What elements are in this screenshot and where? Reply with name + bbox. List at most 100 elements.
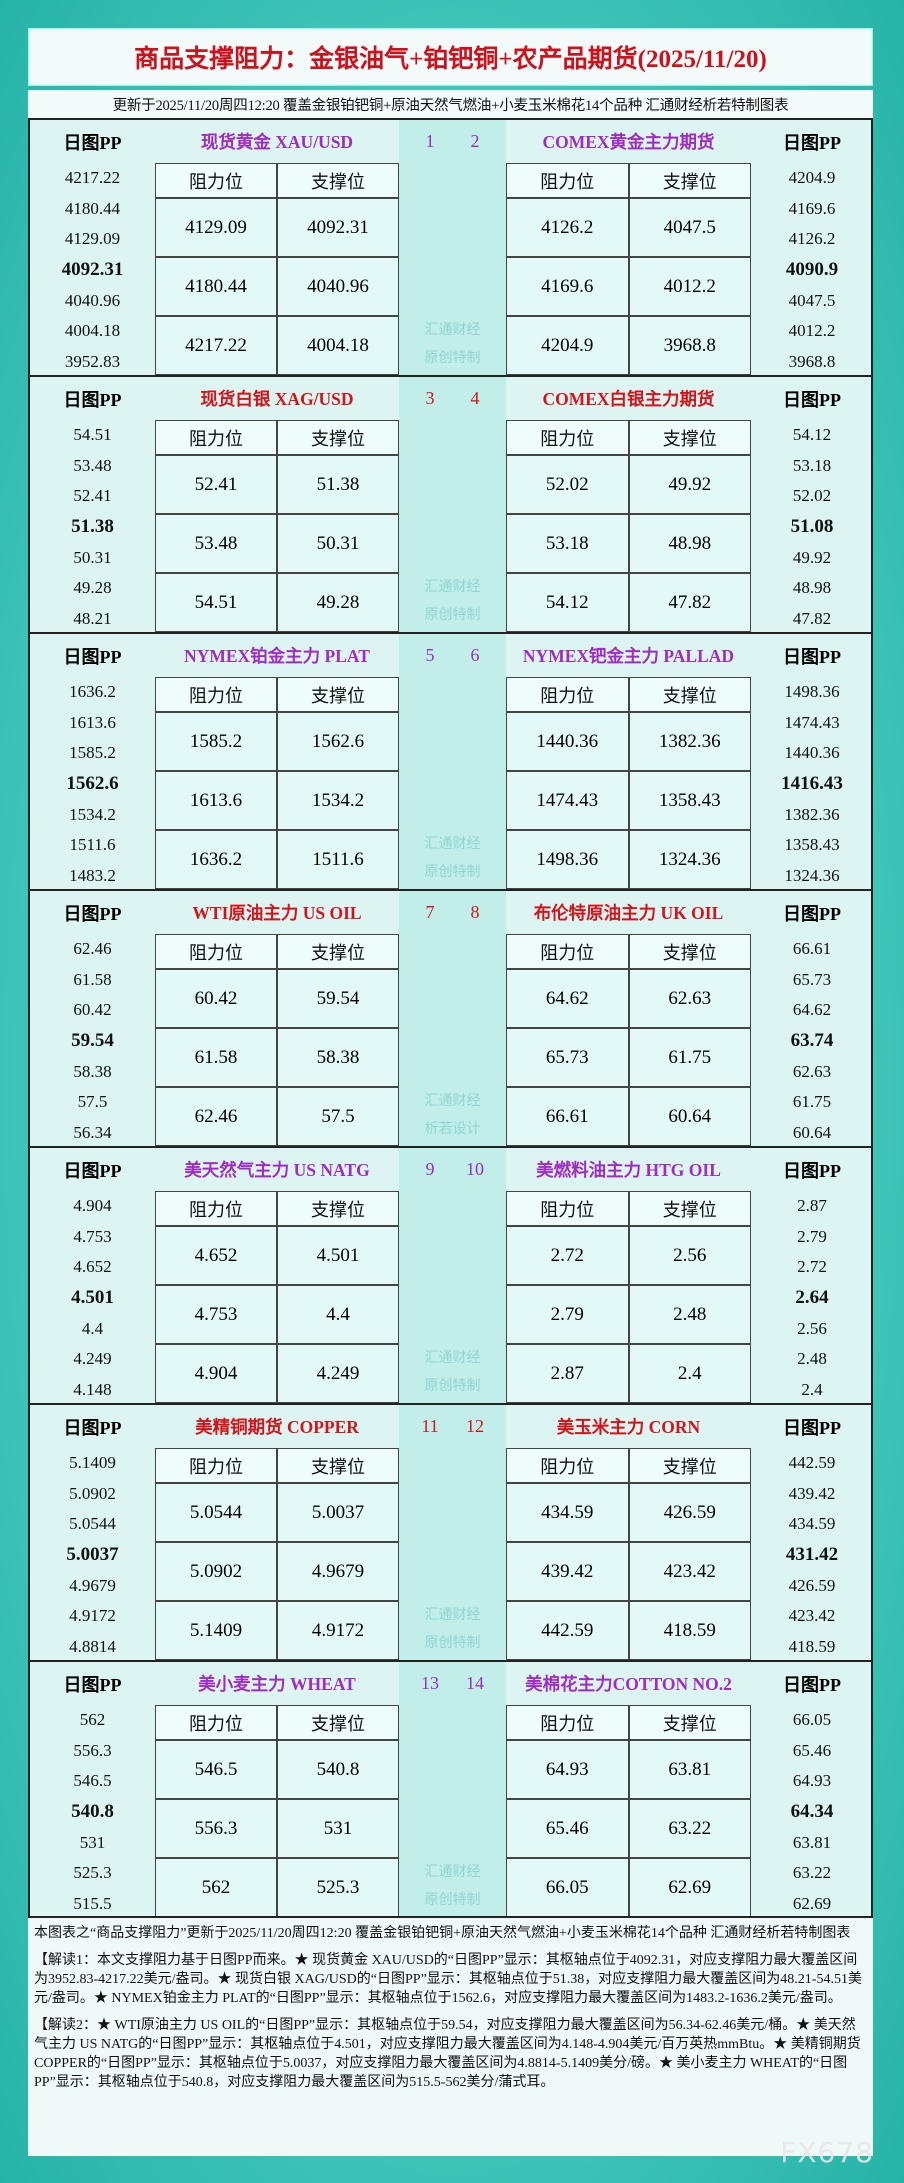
resistance-value: 5.0544 xyxy=(155,1483,277,1542)
support-value: 57.5 xyxy=(277,1087,399,1146)
support-value: 418.59 xyxy=(628,1601,751,1660)
resistance-value: 546.5 xyxy=(155,1740,277,1799)
table-header: 支撑位 xyxy=(277,420,399,455)
middle-column xyxy=(399,377,506,634)
pp-value: 4.9679 xyxy=(69,1575,116,1595)
instrument-number: 12 xyxy=(466,1416,484,1436)
pp-value: 49.28 xyxy=(73,578,112,598)
pp-value: 5.0544 xyxy=(69,1514,116,1534)
pp-value: 1440.36 xyxy=(784,743,840,763)
footer-note: 本图表之“商品支撑阻力”更新于2025/11/20周四12:20 覆盖金银铂钯铜… xyxy=(34,1926,851,1941)
pp-value: 1382.36 xyxy=(784,804,840,824)
pp-value: 54.12 xyxy=(792,425,832,445)
resistance-value: 53.18 xyxy=(506,514,629,573)
watermark-text: 原创特制 xyxy=(424,865,481,880)
instrument-number: 13 xyxy=(421,1673,439,1693)
pp-label: 日图PP xyxy=(63,646,122,667)
pp-value: 2.4 xyxy=(801,1379,823,1399)
pp-value: 4.9172 xyxy=(69,1606,116,1626)
support-value: 62.63 xyxy=(628,969,751,1028)
pp-value: 63.22 xyxy=(792,1863,832,1883)
interpretation: 【解读1：本文支撑阻力基于日图PP而来。★ 现货黄金 XAU/USD的“日图PP… xyxy=(34,1953,862,2006)
watermark-text: 汇通财经 xyxy=(424,1094,481,1109)
support-value: 4.4 xyxy=(277,1285,399,1344)
pp-value: 4126.2 xyxy=(788,229,836,249)
instrument-name: NYMEX铂金主力 PLAT xyxy=(184,646,370,666)
title: 商品支撑阻力：金银油气+铂钯铜+农产品期货(2025/11/20) xyxy=(28,28,873,86)
support-value: 4012.2 xyxy=(628,257,751,316)
resistance-value: 66.05 xyxy=(506,1858,629,1917)
resistance-value: 1613.6 xyxy=(155,771,277,830)
pp-label: 日图PP xyxy=(63,1160,122,1181)
resistance-value: 439.42 xyxy=(506,1542,629,1601)
support-value: 2.56 xyxy=(628,1226,751,1285)
resistance-value: 4.904 xyxy=(155,1344,277,1403)
pp-value: 1483.2 xyxy=(69,865,116,885)
pp-value: 2.64 xyxy=(795,1286,829,1308)
resistance-value: 62.46 xyxy=(155,1087,277,1146)
table-header: 阻力位 xyxy=(155,677,277,712)
pp-value: 2.48 xyxy=(797,1349,827,1369)
resistance-value: 4.652 xyxy=(155,1226,277,1285)
interpretation: 【解读2：★ WTI原油主力 US OIL的“日图PP”显示：其枢轴点位于59.… xyxy=(34,2018,861,2090)
resistance-value: 4204.9 xyxy=(506,316,629,375)
table-header: 支撑位 xyxy=(277,677,399,712)
watermark-text: 汇通财经 xyxy=(424,580,481,595)
pp-value: 50.31 xyxy=(73,547,112,567)
support-value: 4.9679 xyxy=(277,1542,399,1601)
pp-value: 4090.9 xyxy=(785,258,839,280)
pp-value: 4129.09 xyxy=(64,229,121,249)
resistance-value: 64.93 xyxy=(506,1740,629,1799)
pp-value: 556.3 xyxy=(73,1740,112,1760)
table-header: 阻力位 xyxy=(155,163,277,198)
pp-value: 63.81 xyxy=(792,1832,832,1852)
subtitle: 更新于2025/11/20周四12:20 覆盖金银铂钯铜+原油天然气燃油+小麦玉… xyxy=(28,90,873,118)
instrument-number: 3 xyxy=(425,388,435,408)
watermark-text: 原创特制 xyxy=(424,1636,481,1651)
watermark-text: 汇通财经 xyxy=(424,323,481,338)
pp-value: 1324.36 xyxy=(784,865,840,885)
support-value: 63.81 xyxy=(628,1740,751,1799)
support-value: 58.38 xyxy=(277,1028,399,1087)
watermark-text: 原创特制 xyxy=(424,351,481,366)
table-header: 支撑位 xyxy=(277,1191,399,1226)
pp-value: 4040.96 xyxy=(64,290,121,310)
support-value: 4040.96 xyxy=(277,257,399,316)
pp-value: 1534.2 xyxy=(69,804,116,824)
support-value: 540.8 xyxy=(277,1740,399,1799)
middle-column xyxy=(399,120,506,377)
pp-value: 4169.6 xyxy=(788,198,836,218)
pp-value: 515.5 xyxy=(73,1893,112,1913)
watermark-text: 析若设计 xyxy=(424,1122,481,1137)
support-value: 4.249 xyxy=(277,1344,399,1403)
instrument-number: 14 xyxy=(466,1673,484,1693)
resistance-value: 4169.6 xyxy=(506,257,629,316)
pp-value: 59.54 xyxy=(71,1029,114,1051)
pp-value: 531 xyxy=(79,1832,106,1852)
pp-value: 65.73 xyxy=(792,969,832,989)
table-header: 支撑位 xyxy=(628,163,751,198)
table-header: 支撑位 xyxy=(628,677,751,712)
resistance-value: 52.41 xyxy=(155,455,277,514)
pp-value: 66.05 xyxy=(792,1710,832,1730)
pp-label: 日图PP xyxy=(63,1417,122,1438)
table-header: 阻力位 xyxy=(506,1705,629,1740)
resistance-value: 562 xyxy=(155,1858,277,1917)
pp-value: 57.5 xyxy=(77,1092,108,1112)
resistance-value: 1636.2 xyxy=(155,830,277,889)
resistance-value: 556.3 xyxy=(155,1799,277,1858)
pp-value: 58.38 xyxy=(73,1061,112,1081)
table-header: 阻力位 xyxy=(155,1191,277,1226)
pp-value: 439.42 xyxy=(788,1483,836,1503)
pp-value: 61.58 xyxy=(73,969,112,989)
pp-value: 4092.31 xyxy=(61,258,124,280)
resistance-value: 61.58 xyxy=(155,1028,277,1087)
support-value: 1534.2 xyxy=(277,771,399,830)
support-value: 4004.18 xyxy=(277,316,399,375)
instrument-number: 8 xyxy=(470,902,480,922)
pp-value: 47.82 xyxy=(792,608,832,628)
instrument-name: 现货黄金 XAU/USD xyxy=(200,132,354,152)
support-value: 1358.43 xyxy=(628,771,751,830)
pp-value: 54.51 xyxy=(73,425,112,445)
